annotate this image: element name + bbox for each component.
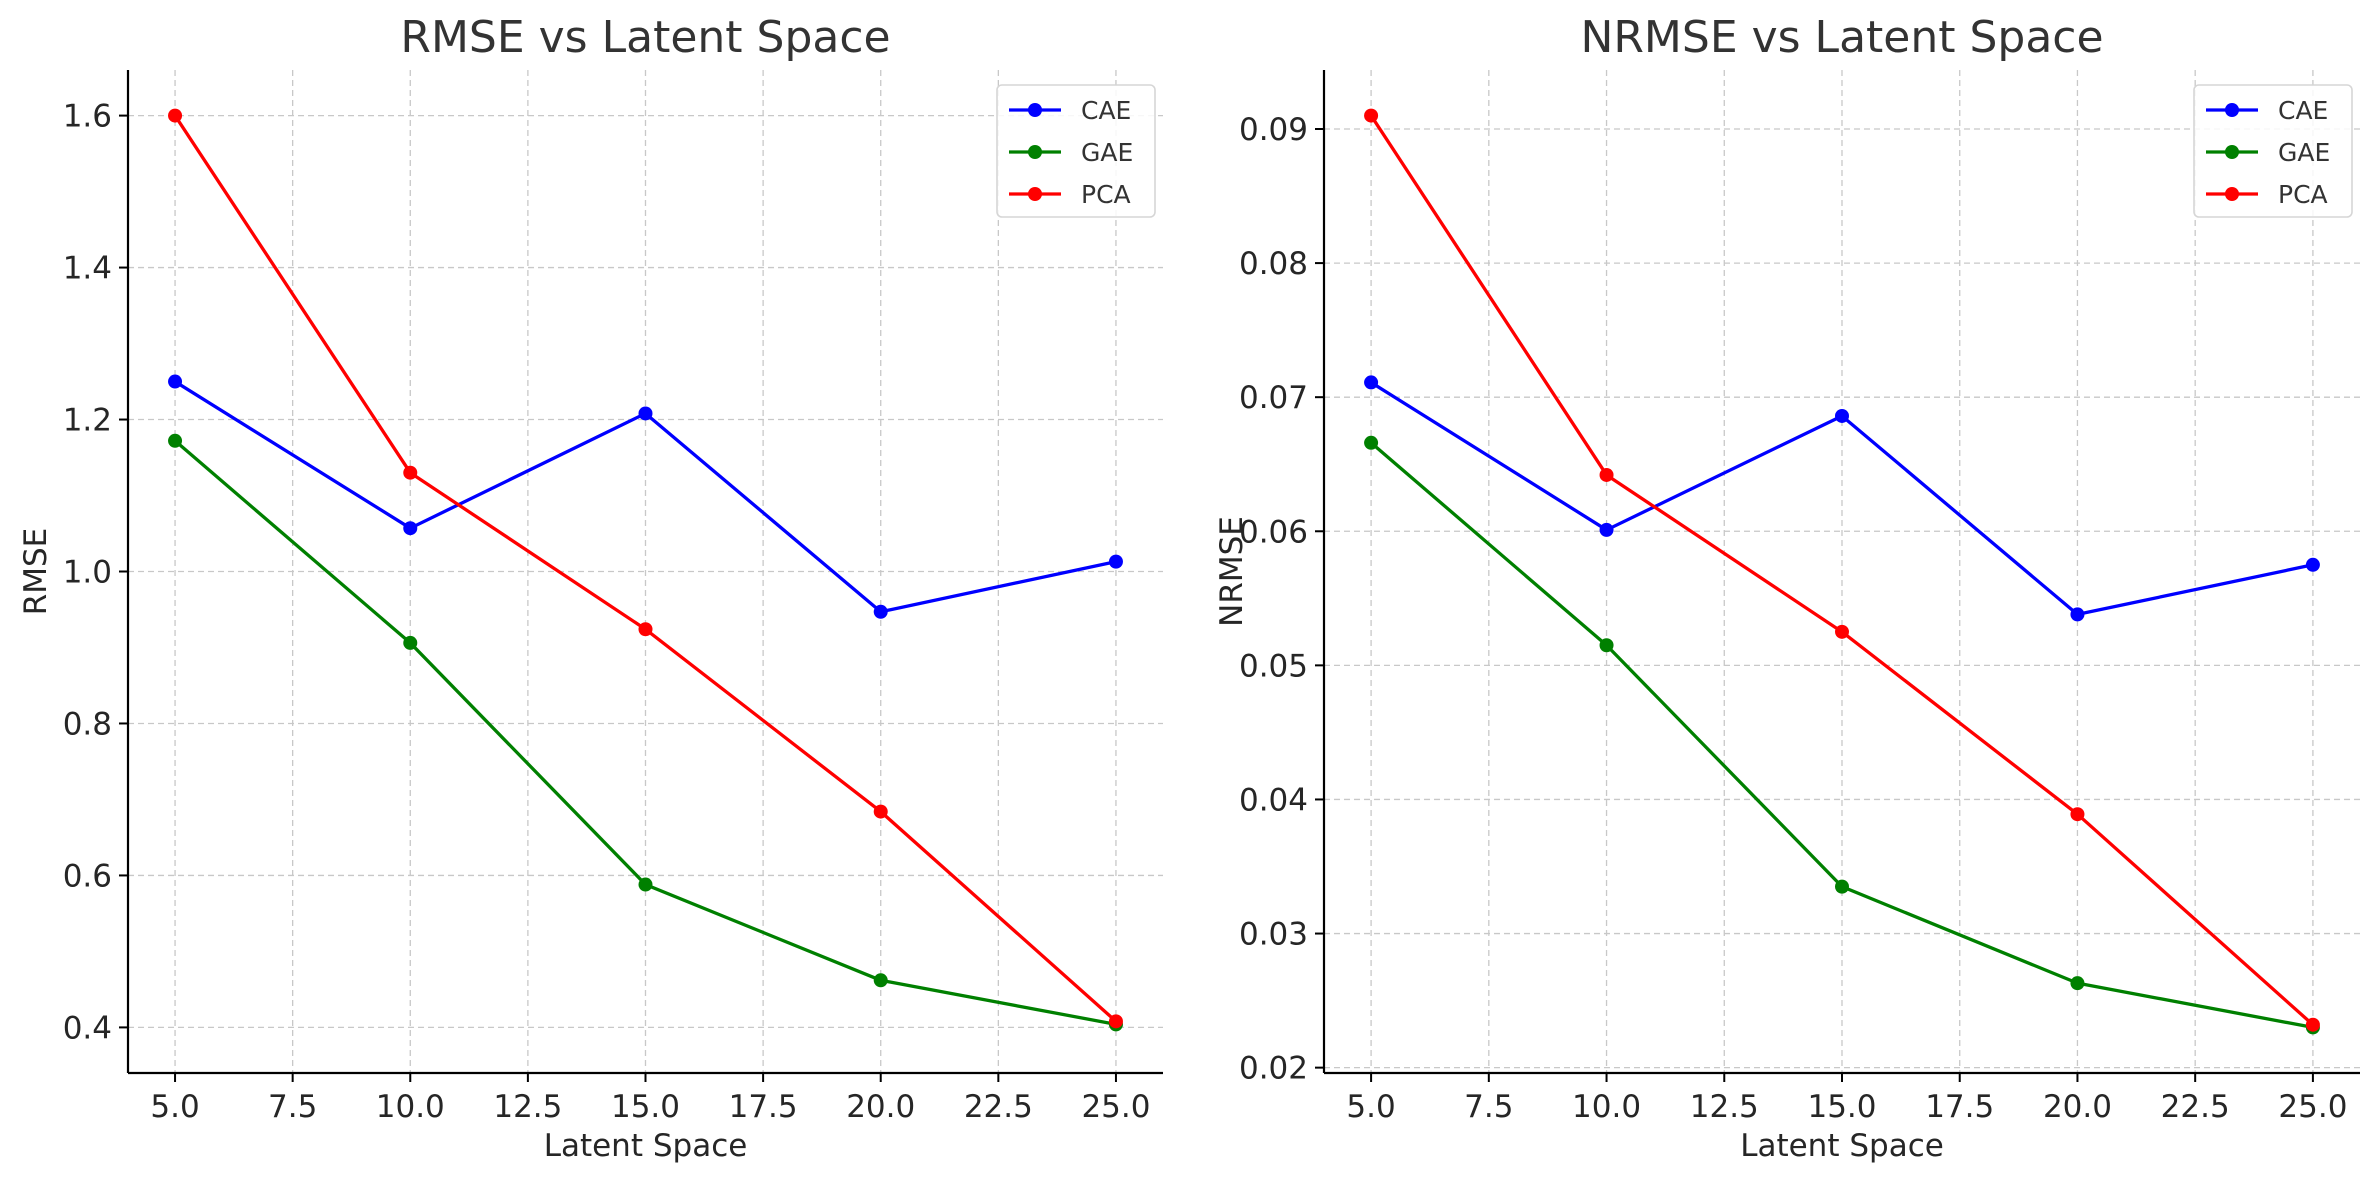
y-tick-label: 0.4 (63, 1010, 112, 1046)
legend-label: GAE (2278, 138, 2330, 167)
y-tick-label: 1.2 (63, 403, 112, 439)
y-tick-label: 0.07 (1239, 380, 1308, 416)
data-point-cae (638, 406, 653, 421)
data-point-gae (168, 433, 183, 448)
x-tick-label: 20.0 (2043, 1089, 2112, 1125)
y-tick-label: 0.06 (1239, 514, 1308, 550)
y-tick-label: 0.03 (1239, 917, 1308, 953)
y-tick-label: 1.4 (63, 251, 112, 287)
x-tick-label: 25.0 (2278, 1089, 2347, 1125)
y-tick-label: 0.8 (63, 706, 112, 742)
x-tick-label: 12.5 (1690, 1089, 1759, 1125)
data-point-cae (873, 604, 888, 619)
data-point-cae (1364, 375, 1379, 390)
legend-label: GAE (1081, 138, 1133, 167)
data-point-pca (168, 108, 183, 123)
y-axis-label: RMSE (18, 528, 54, 616)
x-tick-label: 10.0 (1572, 1089, 1641, 1125)
x-tick-label: 15.0 (611, 1089, 680, 1125)
y-tick-label: 0.09 (1239, 112, 1308, 148)
data-point-cae (1835, 408, 1849, 423)
x-tick-label: 20.0 (846, 1089, 915, 1125)
data-point-pca (403, 465, 418, 480)
x-axis-label: Latent Space (1740, 1128, 1944, 1164)
data-point-pca (1599, 467, 1614, 482)
legend-label: PCA (2278, 180, 2328, 209)
x-tick-label: 5.0 (150, 1089, 199, 1125)
legend-label: PCA (1081, 180, 1131, 209)
data-point-pca (638, 622, 653, 637)
legend-swatch-marker (1028, 103, 1042, 117)
y-tick-label: 0.6 (63, 858, 112, 894)
legend: CAE GAE PCA (2193, 84, 2353, 218)
data-point-gae (1599, 638, 1614, 653)
y-tick-label: 0.02 (1239, 1051, 1308, 1087)
chart-title: RMSE vs Latent Space (400, 12, 890, 63)
y-axis-label: NRMSE (1214, 516, 1250, 627)
x-tick-label: 7.5 (268, 1089, 317, 1125)
data-point-gae (403, 635, 418, 650)
y-tick-label: 0.04 (1239, 782, 1308, 818)
legend-label: CAE (1081, 96, 1131, 125)
data-point-pca (2305, 1017, 2320, 1032)
y-tick-label: 0.08 (1239, 246, 1308, 282)
data-point-pca (1108, 1014, 1123, 1029)
data-point-pca (1835, 624, 1849, 639)
x-tick-label: 12.5 (493, 1089, 562, 1125)
legend: CAE GAE PCA (996, 84, 1156, 218)
chart-panel-1: 5.0 7.5 10.0 12.5 15.0 17.5 20.0 22.5 25.0 0.4 0.6… (18, 12, 1163, 1164)
x-axis-label: Latent Space (544, 1128, 748, 1164)
x-tick-label: 17.5 (729, 1089, 798, 1125)
chart-title: NRMSE vs Latent Space (1580, 12, 2103, 63)
data-point-gae (638, 877, 653, 892)
x-tick-label: 10.0 (376, 1089, 445, 1125)
data-point-cae (168, 374, 183, 389)
data-point-gae (873, 973, 888, 988)
data-point-cae (1108, 554, 1123, 569)
legend-box (2193, 84, 2353, 218)
legend-swatch-marker (2225, 145, 2239, 159)
x-tick-label: 15.0 (1807, 1089, 1876, 1125)
data-point-gae (1364, 435, 1379, 450)
x-tick-label: 5.0 (1346, 1089, 1395, 1125)
legend-swatch-marker (2225, 187, 2239, 201)
legend-swatch-marker (2225, 103, 2239, 117)
legend-box (996, 84, 1156, 218)
x-tick-label: 7.5 (1464, 1089, 1513, 1125)
data-point-cae (1599, 522, 1614, 537)
legend-label: CAE (2278, 96, 2328, 125)
y-tick-label: 1.6 (63, 99, 112, 135)
data-point-gae (1835, 879, 1849, 894)
data-point-cae (2305, 557, 2320, 572)
data-point-cae (2070, 607, 2085, 622)
x-tick-label: 17.5 (1925, 1089, 1994, 1125)
data-point-pca (1364, 108, 1379, 123)
x-tick-label: 22.5 (964, 1089, 1033, 1125)
legend-swatch-marker (1028, 187, 1042, 201)
data-point-cae (403, 521, 418, 536)
y-tick-label: 1.0 (63, 555, 112, 591)
x-tick-label: 22.5 (2161, 1089, 2230, 1125)
legend-swatch-marker (1028, 145, 1042, 159)
data-point-pca (2070, 807, 2085, 822)
chart-panel-2: 5.0 7.5 10.0 12.5 15.0 17.5 20.0 22.5 25.0 0.02 0.… (1214, 12, 2360, 1164)
data-point-gae (2070, 976, 2085, 991)
x-tick-label: 25.0 (1081, 1089, 1150, 1125)
y-tick-label: 0.05 (1239, 648, 1308, 684)
data-point-pca (873, 804, 888, 819)
